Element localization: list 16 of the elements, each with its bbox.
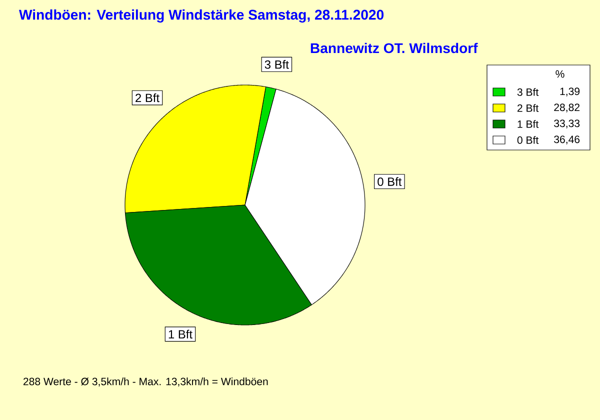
- slice-label: 1 Bft: [168, 330, 192, 339]
- legend-title: %: [556, 70, 564, 78]
- legend-label: 3 Bft: [517, 88, 539, 96]
- chart-subtitle: Bannewitz OT. Wilmsdorf: [310, 42, 478, 54]
- legend-label: 2 Bft: [518, 104, 539, 112]
- slice-label: 0 Bft: [378, 177, 402, 186]
- data-label: 33,33: [554, 120, 580, 128]
- data-label: 28,82: [554, 104, 580, 112]
- data-label: 36,46: [554, 136, 580, 144]
- slice-label: 3 Bft: [264, 60, 289, 69]
- chart-title: Windböen: Verteilung Windstärke Samstag, 28.11.2020: [18, 9, 384, 23]
- text: 288 Werte - Ø 3,5km/h - Max. 13,3km/h = Windböen: [23, 378, 268, 386]
- legend-label: 1 Bft: [518, 120, 539, 128]
- legend-label: 0 Bft: [517, 136, 539, 144]
- slice-label: 2 Bft: [136, 93, 160, 102]
- data-label: 1,39: [560, 88, 580, 96]
